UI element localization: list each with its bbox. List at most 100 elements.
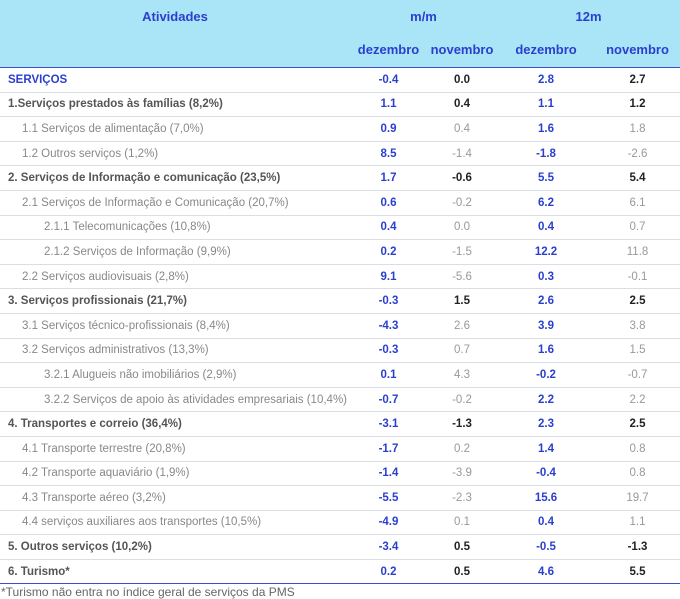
activity-label: 2. Serviços de Informação e comunicação … — [0, 165, 350, 191]
value-cell: 0.5 — [427, 558, 498, 585]
activity-label: 2.1 Serviços de Informação e Comunicação… — [0, 190, 350, 216]
value-cell: -0.2 — [497, 362, 596, 388]
value-cell: 0.8 — [595, 461, 680, 487]
value-cell: 0.5 — [427, 534, 498, 560]
table-row: 2.1 Serviços de Informação e Comunicação… — [0, 190, 680, 216]
subheader: dezembro — [350, 32, 427, 68]
value-cell: 9.1 — [350, 264, 427, 290]
value-cell: 0.4 — [427, 116, 498, 142]
value-cell: 0.4 — [350, 215, 427, 241]
activity-label: 3.2 Serviços administrativos (13,3%) — [0, 338, 350, 364]
value-cell: 0.0 — [427, 215, 498, 241]
value-cell: 1.5 — [427, 288, 498, 314]
table-row: 1.Serviços prestados às famílias (8,2%) 1… — [0, 92, 680, 118]
value-cell: 2.3 — [497, 411, 596, 437]
table-row: 5. Outros serviços (10,2%) -3.4 0.5 -0.5 -1.… — [0, 534, 680, 560]
table-body: SERVIÇOS -0.4 0.0 2.8 2.7 1.Serviços prestado… — [0, 67, 680, 585]
table-row: 1.1 Serviços de alimentação (7,0%) 0.9 0.4… — [0, 116, 680, 142]
value-cell: 0.4 — [427, 92, 498, 118]
value-cell: 3.8 — [595, 313, 680, 339]
table-row: 3.2.2 Serviços de apoio às atividades em… — [0, 387, 680, 413]
value-cell: -3.4 — [350, 534, 427, 560]
value-cell: 12.2 — [497, 239, 596, 265]
table-row: 2.1.1 Telecomunicações (10,8%) 0.4 0.0 0.4 0… — [0, 215, 680, 241]
value-cell: -1.3 — [427, 411, 498, 437]
value-cell: 3.9 — [497, 313, 596, 339]
value-cell: 1.6 — [497, 338, 596, 364]
subheader: novembro — [595, 32, 680, 68]
value-cell: -1.4 — [350, 461, 427, 487]
activity-label: 5. Outros serviços (10,2%) — [0, 534, 350, 560]
header-12m: 12m — [497, 0, 680, 32]
value-cell: -2.6 — [595, 141, 680, 167]
value-cell: 0.2 — [350, 239, 427, 265]
services-table: Atividades m/m 12m dezembro novembro dez… — [0, 0, 680, 585]
value-cell: 0.6 — [350, 190, 427, 216]
value-cell: 0.4 — [497, 215, 596, 241]
subheader: dezembro — [497, 32, 596, 68]
activity-label: 4. Transportes e correio (36,4%) — [0, 411, 350, 437]
value-cell: 6.2 — [497, 190, 596, 216]
value-cell: 2.7 — [595, 67, 680, 93]
value-cell: -1.5 — [427, 239, 498, 265]
value-cell: -0.7 — [350, 387, 427, 413]
value-cell: 1.4 — [497, 436, 596, 462]
table-row: SERVIÇOS -0.4 0.0 2.8 2.7 — [0, 67, 680, 93]
value-cell: 4.6 — [497, 558, 596, 585]
value-cell: 5.4 — [595, 165, 680, 191]
value-cell: -0.4 — [350, 67, 427, 93]
value-cell: 0.0 — [427, 67, 498, 93]
activity-label: 3.2.2 Serviços de apoio às atividades em… — [0, 387, 350, 413]
table-row: 3.2.1 Alugueis não imobiliários (2,9%) 0.… — [0, 362, 680, 388]
activity-label: 1.2 Outros serviços (1,2%) — [0, 141, 350, 167]
value-cell: 1.5 — [595, 338, 680, 364]
header-mm: m/m — [350, 0, 498, 32]
table-row: 2. Serviços de Informação e comunicação … — [0, 165, 680, 191]
activity-label: 4.2 Transporte aquaviário (1,9%) — [0, 461, 350, 487]
value-cell: -2.3 — [427, 485, 498, 511]
activity-label: 6. Turismo* — [0, 558, 350, 585]
table-row: 3.1 Serviços técnico-profissionais (8,4%… — [0, 313, 680, 339]
activity-label: SERVIÇOS — [0, 67, 350, 93]
value-cell: -3.9 — [427, 461, 498, 487]
activity-label: 3. Serviços profissionais (21,7%) — [0, 288, 350, 314]
table-row: 1.2 Outros serviços (1,2%) 8.5 -1.4 -1.8 -2.… — [0, 141, 680, 167]
value-cell: 1.1 — [350, 92, 427, 118]
value-cell: 0.7 — [427, 338, 498, 364]
subheader: novembro — [427, 32, 498, 68]
activity-label: 2.1.1 Telecomunicações (10,8%) — [0, 215, 350, 241]
value-cell: 0.2 — [350, 558, 427, 585]
value-cell: 1.8 — [595, 116, 680, 142]
value-cell: -0.1 — [595, 264, 680, 290]
value-cell: 2.2 — [595, 387, 680, 413]
value-cell: 1.1 — [595, 510, 680, 536]
value-cell: 2.6 — [497, 288, 596, 314]
value-cell: 0.9 — [350, 116, 427, 142]
header-blank — [0, 32, 350, 68]
header-activities: Atividades — [0, 0, 350, 32]
activity-label: 1.Serviços prestados às famílias (8,2%) — [0, 92, 350, 118]
activity-label: 3.2.1 Alugueis não imobiliários (2,9%) — [0, 362, 350, 388]
value-cell: 15.6 — [497, 485, 596, 511]
value-cell: -0.3 — [350, 338, 427, 364]
value-cell: 11.8 — [595, 239, 680, 265]
value-cell: 5.5 — [497, 165, 596, 191]
value-cell: 8.5 — [350, 141, 427, 167]
value-cell: 0.1 — [350, 362, 427, 388]
value-cell: 0.4 — [497, 510, 596, 536]
activity-label: 4.3 Transporte aéreo (3,2%) — [0, 485, 350, 511]
value-cell: -5.6 — [427, 264, 498, 290]
value-cell: 4.3 — [427, 362, 498, 388]
value-cell: 6.1 — [595, 190, 680, 216]
value-cell: 19.7 — [595, 485, 680, 511]
activity-label: 4.4 serviços auxiliares aos transportes … — [0, 510, 350, 536]
table-row: 2.1.2 Serviços de Informação (9,9%) 0.2 -1… — [0, 239, 680, 265]
value-cell: -0.5 — [497, 534, 596, 560]
value-cell: -1.4 — [427, 141, 498, 167]
value-cell: -3.1 — [350, 411, 427, 437]
value-cell: -0.3 — [350, 288, 427, 314]
table-row: 4.1 Transporte terrestre (20,8%) -1.7 0.2 1… — [0, 436, 680, 462]
table-row: 4.3 Transporte aéreo (3,2%) -5.5 -2.3 15.6 1… — [0, 485, 680, 511]
value-cell: 1.6 — [497, 116, 596, 142]
table-row: 2.2 Serviços audiovisuais (2,8%) 9.1 -5.6 0… — [0, 264, 680, 290]
